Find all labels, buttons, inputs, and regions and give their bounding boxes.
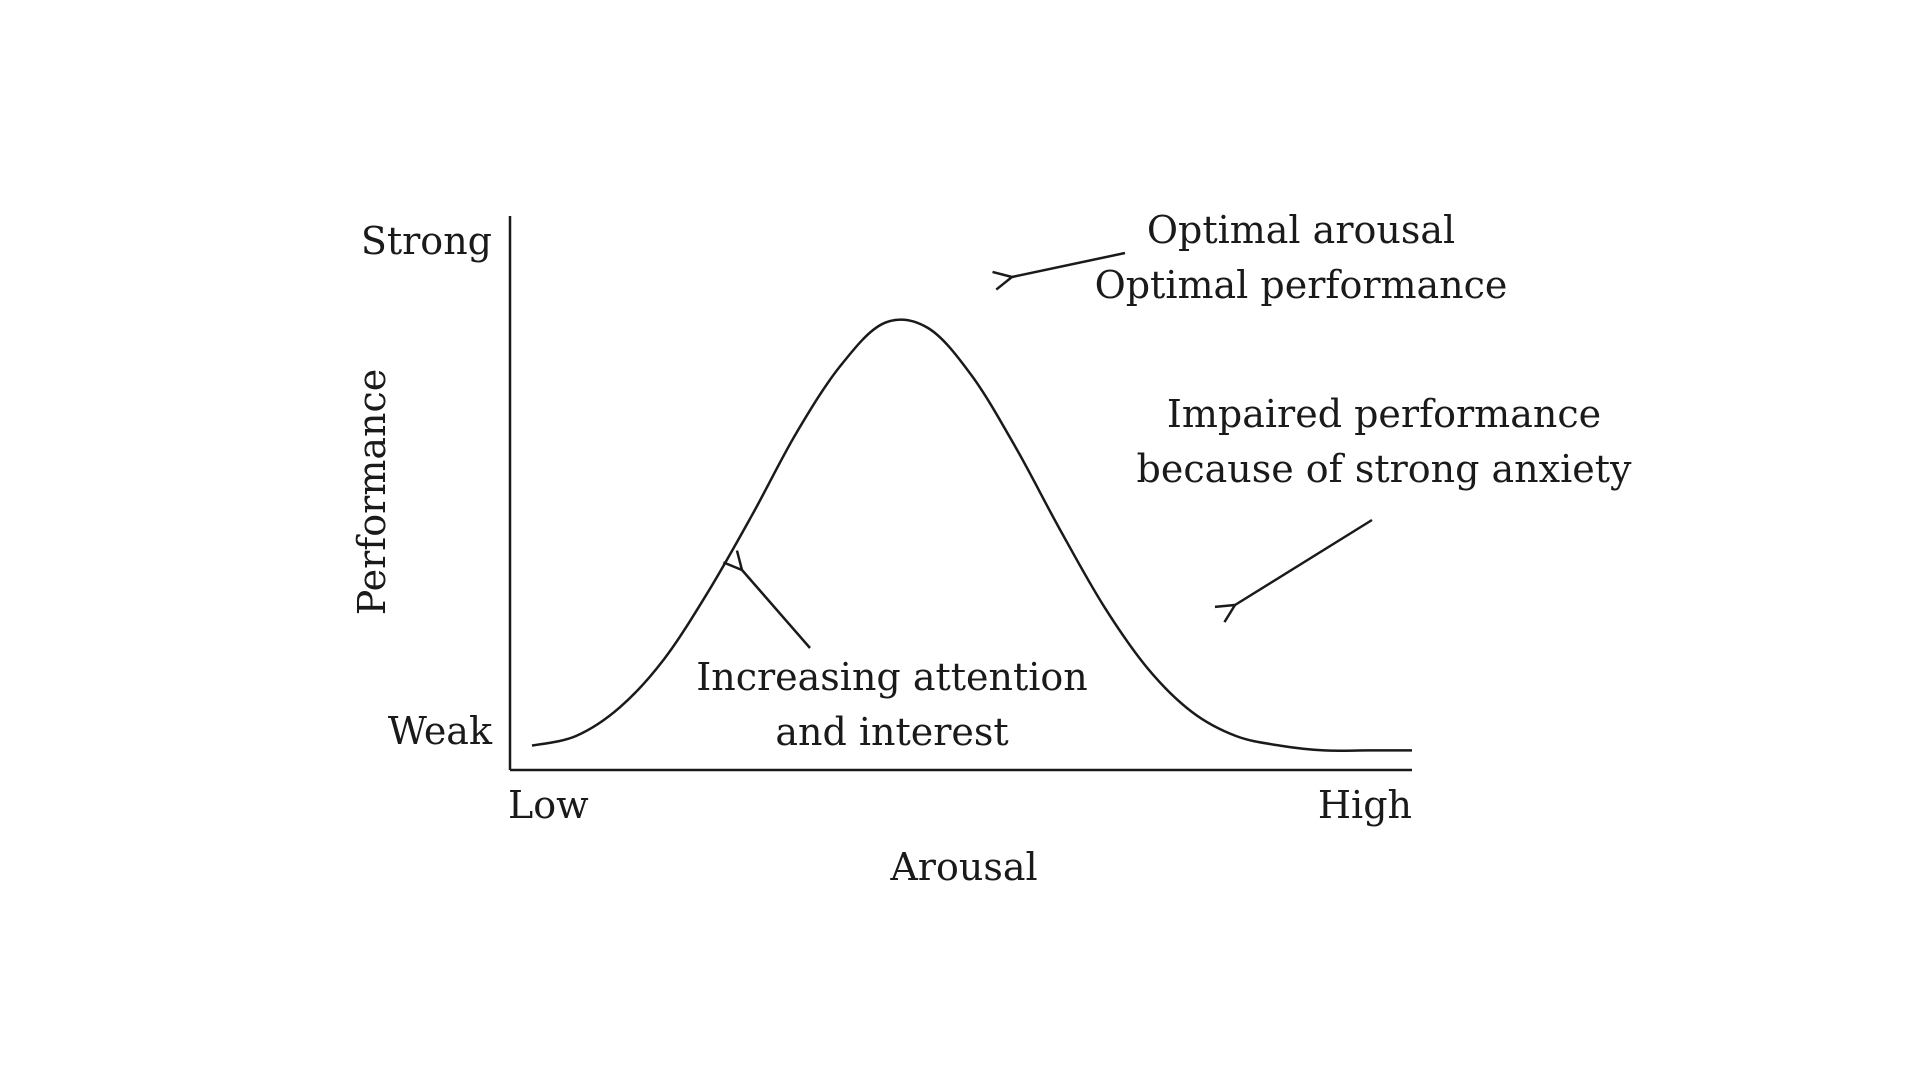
x-tick-high: High xyxy=(1318,783,1412,827)
annotation-optimal-line1: Optimal arousal xyxy=(1147,208,1455,252)
y-tick-weak: Weak xyxy=(388,709,493,753)
arrow-increasing xyxy=(742,570,811,649)
annotation-increasing-line2: and interest xyxy=(775,710,1008,754)
x-axis-label: Arousal xyxy=(889,845,1037,889)
annotations: Optimal arousal Optimal performance Impa… xyxy=(696,208,1632,754)
annotation-impaired-line1: Impaired performance xyxy=(1167,392,1601,436)
performance-curve xyxy=(531,318,1412,753)
annotation-optimal-line2: Optimal performance xyxy=(1095,263,1508,307)
arrow-impaired xyxy=(1235,518,1373,605)
arrow-optimal xyxy=(1012,251,1126,277)
x-tick-low: Low xyxy=(508,783,589,827)
annotation-impaired-line2: because of strong anxiety xyxy=(1137,447,1632,491)
y-axis-label: Performance xyxy=(350,369,394,616)
y-tick-strong: Strong xyxy=(361,219,492,263)
annotation-increasing-line1: Increasing attention xyxy=(696,655,1088,699)
